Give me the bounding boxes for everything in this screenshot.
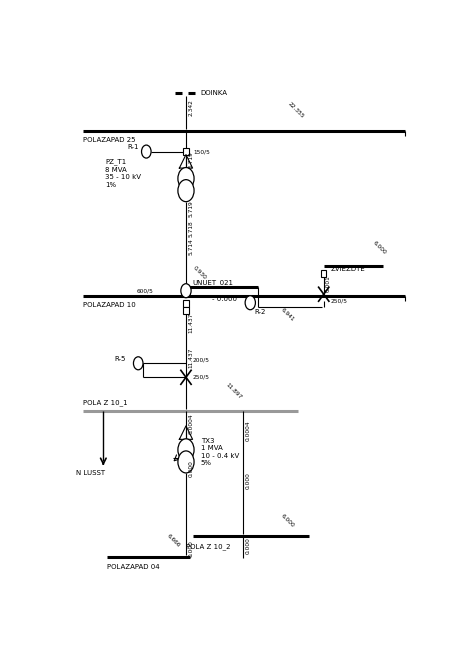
Text: 6.000: 6.000: [280, 514, 295, 528]
Text: 11.437: 11.437: [188, 313, 193, 333]
Text: 1 MVA: 1 MVA: [201, 445, 222, 451]
Circle shape: [181, 283, 191, 298]
Circle shape: [134, 357, 143, 370]
Circle shape: [178, 451, 194, 473]
Text: ZVIEZDTE: ZVIEZDTE: [330, 266, 365, 272]
Text: 5%: 5%: [201, 460, 212, 467]
Text: R-5: R-5: [114, 356, 126, 362]
Text: 0.930: 0.930: [191, 265, 207, 280]
Text: POLAZAPAD 04: POLAZAPAD 04: [107, 564, 160, 570]
Text: R-2: R-2: [255, 309, 266, 315]
Text: 6.941: 6.941: [280, 307, 295, 323]
Text: 35 - 10 kV: 35 - 10 kV: [105, 174, 141, 180]
Text: 250/5: 250/5: [330, 298, 347, 303]
Text: 0.000: 0.000: [188, 540, 193, 557]
Text: 8 MVA: 8 MVA: [105, 166, 127, 173]
Text: 0.001: 0.001: [326, 275, 331, 292]
Text: POLA Z 10_1: POLA Z 10_1: [83, 399, 128, 406]
Text: 6.666: 6.666: [166, 534, 181, 549]
Text: 1%: 1%: [105, 181, 116, 188]
Text: 5.718: 5.718: [188, 220, 193, 237]
Circle shape: [178, 439, 194, 461]
Text: POLA Z 10_2: POLA Z 10_2: [186, 543, 230, 550]
Text: POLAZAPAD 25: POLAZAPAD 25: [83, 136, 136, 142]
Circle shape: [142, 145, 151, 158]
Text: R-1: R-1: [127, 144, 139, 150]
Text: 2.342: 2.342: [188, 99, 193, 116]
Text: 5.719: 5.719: [188, 151, 193, 168]
Text: 600/5: 600/5: [137, 288, 153, 293]
Bar: [183, 148, 189, 155]
Text: 0.000: 0.000: [245, 538, 250, 554]
Text: 5.714: 5.714: [188, 239, 193, 255]
Circle shape: [178, 168, 194, 190]
Text: POLAZAPAD 10: POLAZAPAD 10: [83, 302, 136, 307]
Circle shape: [178, 179, 194, 202]
Text: 6.000: 6.000: [372, 240, 387, 256]
Text: 250/5: 250/5: [192, 375, 210, 380]
Text: 0.000: 0.000: [188, 460, 193, 477]
Text: 0.000: 0.000: [245, 473, 250, 489]
Text: N LUSST: N LUSST: [76, 471, 105, 476]
Circle shape: [245, 296, 255, 310]
Text: DOINKA: DOINKA: [200, 90, 227, 96]
Text: PZ_T1: PZ_T1: [105, 159, 127, 166]
Text: 0.0004: 0.0004: [188, 413, 193, 434]
Text: TX3: TX3: [201, 438, 214, 444]
Text: UNUET_021: UNUET_021: [192, 280, 234, 286]
Bar: [183, 300, 189, 307]
Text: 0.0004: 0.0004: [245, 421, 250, 441]
Text: 150/5: 150/5: [193, 149, 210, 154]
Text: 22.355: 22.355: [287, 101, 305, 120]
Text: 5.719: 5.719: [188, 200, 193, 216]
Bar: [183, 307, 189, 314]
Text: 200/5: 200/5: [192, 358, 210, 363]
Text: - 0.000: - 0.000: [212, 296, 237, 302]
Text: 10 - 0.4 kV: 10 - 0.4 kV: [201, 453, 239, 459]
Text: 11.897: 11.897: [225, 382, 243, 400]
Text: 11.437: 11.437: [188, 348, 193, 369]
Bar: [321, 270, 326, 277]
